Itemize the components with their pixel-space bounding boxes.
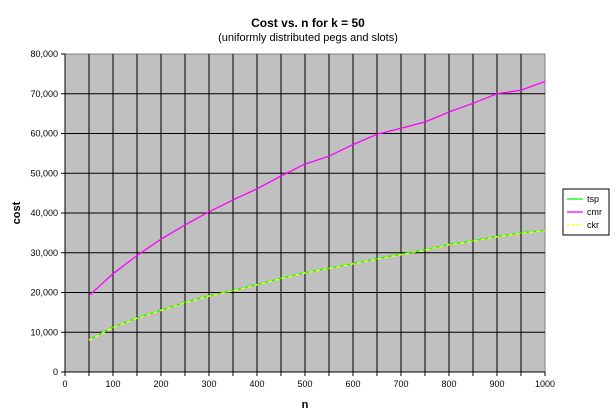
y-tick-label: 50,000	[30, 168, 58, 178]
x-tick-label: 0	[62, 379, 67, 389]
legend-label-cmr: cmr	[587, 207, 602, 217]
y-tick-label: 0	[53, 367, 58, 377]
x-tick-label: 400	[249, 379, 264, 389]
y-tick-label: 40,000	[30, 208, 58, 218]
y-axis-label: cost	[11, 201, 23, 224]
y-tick-label: 30,000	[30, 248, 58, 258]
chart-subtitle: (uniformly distributed pegs and slots)	[218, 32, 398, 44]
x-tick-label: 700	[393, 379, 408, 389]
x-tick-label: 1000	[535, 379, 555, 389]
x-axis: 0 100 200 300 400 500 600 700 800 900 1000	[62, 371, 555, 389]
y-tick-label: 60,000	[30, 129, 58, 139]
series-lines	[88, 80, 546, 341]
legend-label-ckr: ckr	[587, 220, 599, 230]
legend-label-tsp: tsp	[587, 194, 599, 204]
series-line-ckr	[88, 229, 546, 341]
chart-title: Cost vs. n for k = 50	[251, 16, 365, 30]
x-axis-label: n	[302, 399, 309, 411]
legend: tsp cmr ckr	[562, 188, 610, 236]
x-tick-label: 100	[105, 379, 120, 389]
series-line-cmr	[88, 80, 546, 297]
y-tick-label: 20,000	[30, 288, 58, 298]
x-tick-label: 300	[201, 379, 216, 389]
grid-lines	[65, 54, 545, 372]
x-tick-label: 200	[153, 379, 168, 389]
x-tick-label: 500	[297, 379, 312, 389]
y-tick-label: 10,000	[30, 327, 58, 337]
x-tick-label: 900	[489, 379, 504, 389]
y-tick-label: 80,000	[30, 49, 58, 59]
x-tick-label: 600	[345, 379, 360, 389]
x-tick-label: 800	[441, 379, 456, 389]
y-axis: 0 10,000 20,000 30,000 40,000 50,000 60,000 70,…	[30, 49, 66, 377]
y-tick-label: 70,000	[30, 89, 58, 99]
